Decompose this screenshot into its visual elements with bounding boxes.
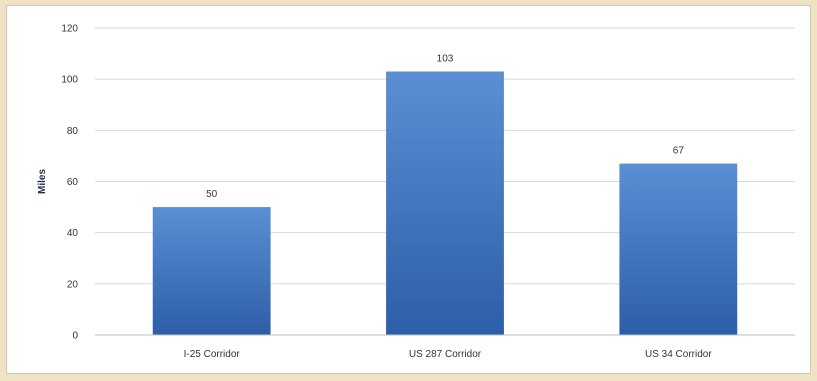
- x-tick-label: I-25 Corridor: [184, 349, 241, 360]
- y-tick-label: 60: [67, 177, 79, 188]
- y-tick-label: 20: [67, 279, 79, 290]
- bar: [386, 71, 504, 335]
- data-label: 50: [206, 189, 218, 200]
- y-tick-label: 40: [67, 228, 79, 239]
- y-tick-label: 120: [61, 24, 78, 35]
- bar: [152, 207, 271, 335]
- bar: [619, 163, 738, 335]
- x-axis-categories: I-25 Corridor US 287 Corridor US 34 Corrid…: [184, 349, 713, 360]
- y-tick-label: 80: [67, 126, 79, 137]
- y-tick-label: 100: [61, 75, 78, 86]
- y-tick-label: 0: [72, 331, 78, 342]
- y-axis-label: Miles: [37, 169, 48, 194]
- x-tick-label: US 287 Corridor: [409, 349, 482, 360]
- data-label: 103: [437, 53, 454, 64]
- bars: [152, 71, 738, 335]
- y-axis-ticks: 0 20 40 60 80 100 120: [61, 24, 78, 342]
- data-label: 67: [673, 146, 685, 157]
- x-tick-label: US 34 Corridor: [645, 349, 712, 360]
- data-labels: 50 103 67: [206, 53, 684, 200]
